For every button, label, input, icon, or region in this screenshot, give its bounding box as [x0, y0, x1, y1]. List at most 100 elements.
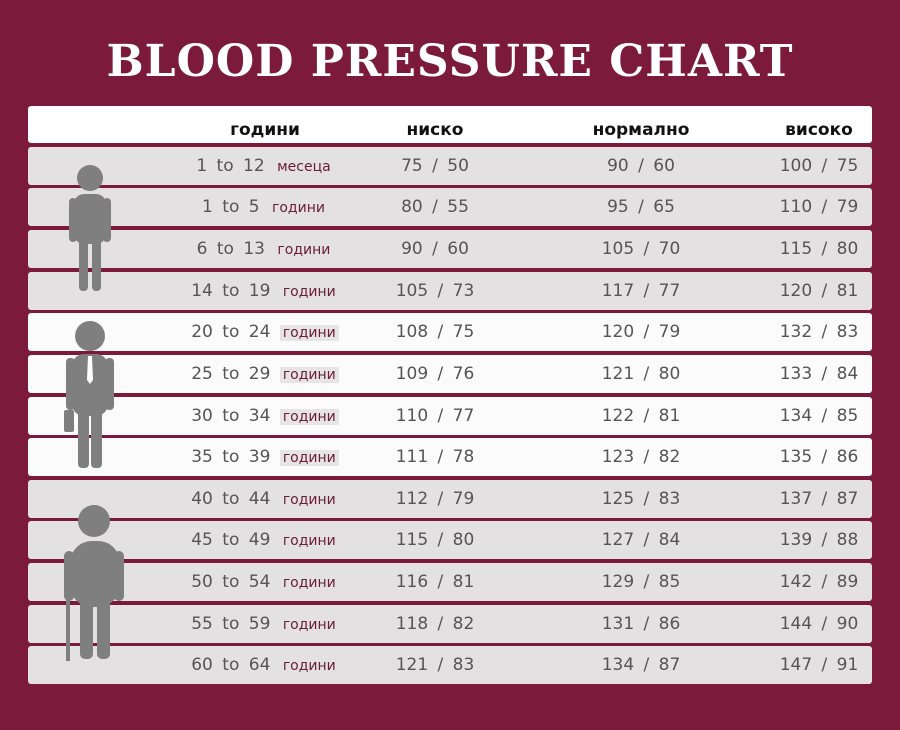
- age-range: 14 to 19 години: [155, 272, 375, 310]
- table-row: 35 to 39 години 111 / 78 123 / 82 135 / …: [28, 438, 872, 476]
- table-row: 1 to 12 месеца 75 / 50 90 / 60 100 / 75: [28, 147, 872, 185]
- age-range: 45 to 49 години: [155, 521, 375, 559]
- table-header: години ниско нормално високо: [28, 106, 872, 143]
- age-connector: to: [222, 530, 240, 550]
- age-connector: to: [216, 156, 234, 176]
- age-to: 49: [248, 530, 271, 550]
- age-connector: to: [222, 447, 240, 467]
- age-to: 39: [248, 447, 271, 467]
- table-row: 45 to 49 години 115 / 80 127 / 84 139 / …: [28, 521, 872, 559]
- normal-value: 95 / 65: [607, 197, 675, 217]
- high-value: 134 / 85: [779, 406, 859, 426]
- age-unit: години: [272, 200, 325, 216]
- age-from: 45: [191, 530, 213, 550]
- age-range: 25 to 29 години: [155, 355, 375, 393]
- table-row: 60 to 64 години 121 / 83 134 / 87 147 / …: [28, 646, 872, 684]
- age-to: 64: [248, 655, 271, 675]
- header-low: ниско: [406, 120, 464, 140]
- age-to: 24: [248, 322, 271, 342]
- normal-value: 131 / 86: [601, 614, 681, 634]
- normal-value: 127 / 84: [601, 530, 681, 550]
- age-unit: години: [277, 242, 331, 258]
- table-row: 30 to 34 години 110 / 77 122 / 81 134 / …: [28, 397, 872, 435]
- age-unit: години: [279, 450, 339, 466]
- high-value: 144 / 90: [779, 614, 859, 634]
- age-range: 1 to 12 месеца: [155, 147, 375, 185]
- age-from: 14: [191, 281, 213, 301]
- age-range: 30 to 34 години: [155, 397, 375, 435]
- header-normal: нормално: [592, 120, 690, 140]
- age-unit: месеца: [277, 159, 331, 175]
- low-value: 121 / 83: [395, 655, 475, 675]
- age-unit: години: [282, 658, 336, 674]
- age-to: 54: [248, 572, 271, 592]
- age-connector: to: [222, 572, 240, 592]
- age-to: 34: [248, 406, 271, 426]
- age-from: 30: [191, 406, 213, 426]
- high-value: 132 / 83: [779, 322, 859, 342]
- age-from: 1: [196, 156, 208, 176]
- high-value: 137 / 87: [779, 489, 859, 509]
- age-unit: години: [279, 325, 339, 341]
- table-row: 25 to 29 години 109 / 76 121 / 80 133 / …: [28, 355, 872, 393]
- low-value: 108 / 75: [395, 322, 475, 342]
- page-title: BLOOD PRESSURE CHART: [106, 36, 794, 87]
- high-value: 115 / 80: [779, 239, 859, 259]
- high-value: 100 / 75: [779, 156, 859, 176]
- high-value: 110 / 79: [779, 197, 859, 217]
- age-from: 20: [191, 322, 213, 342]
- elderly-cane-figure-icon: [64, 505, 124, 661]
- low-value: 115 / 80: [395, 530, 475, 550]
- normal-value: 125 / 83: [601, 489, 681, 509]
- age-to: 5: [248, 197, 260, 217]
- table-row: 55 to 59 години 118 / 82 131 / 86 144 / …: [28, 605, 872, 643]
- table-row: 50 to 54 години 116 / 81 129 / 85 142 / …: [28, 563, 872, 601]
- age-connector: to: [222, 364, 240, 384]
- low-value: 111 / 78: [395, 447, 475, 467]
- age-unit: години: [282, 575, 336, 591]
- low-value: 90 / 60: [401, 239, 469, 259]
- age-range: 20 to 24 години: [155, 313, 375, 351]
- age-to: 59: [248, 614, 271, 634]
- low-value: 110 / 77: [395, 406, 475, 426]
- age-from: 25: [191, 364, 213, 384]
- header-high: високо: [785, 120, 853, 140]
- low-value: 118 / 82: [395, 614, 475, 634]
- normal-value: 123 / 82: [601, 447, 681, 467]
- age-range: 6 to 13 години: [155, 230, 375, 268]
- normal-value: 129 / 85: [601, 572, 681, 592]
- age-from: 50: [191, 572, 213, 592]
- age-connector: to: [222, 197, 240, 217]
- high-value: 142 / 89: [779, 572, 859, 592]
- normal-value: 121 / 80: [601, 364, 681, 384]
- age-from: 6: [196, 239, 208, 259]
- age-connector: to: [222, 281, 240, 301]
- age-from: 55: [191, 614, 213, 634]
- age-connector: to: [222, 614, 240, 634]
- normal-value: 105 / 70: [601, 239, 681, 259]
- adult-businessman-figure-icon: [64, 321, 114, 468]
- high-value: 135 / 86: [779, 447, 859, 467]
- age-from: 40: [191, 489, 213, 509]
- child-figure-icon: [69, 165, 111, 291]
- age-range: 1 to 5 години: [155, 188, 375, 226]
- low-value: 80 / 55: [401, 197, 469, 217]
- age-connector: to: [222, 489, 240, 509]
- table-row: 1 to 5 години 80 / 55 95 / 65 110 / 79: [28, 188, 872, 226]
- age-unit: години: [279, 409, 339, 425]
- low-value: 75 / 50: [401, 156, 469, 176]
- age-unit: години: [282, 533, 336, 549]
- age-range: 40 to 44 години: [155, 480, 375, 518]
- age-unit: години: [279, 367, 339, 383]
- normal-value: 90 / 60: [607, 156, 675, 176]
- low-value: 105 / 73: [395, 281, 475, 301]
- age-unit: години: [282, 617, 336, 633]
- age-to: 12: [243, 156, 265, 176]
- low-value: 112 / 79: [395, 489, 475, 509]
- table-row: 6 to 13 години 90 / 60 105 / 70 115 / 80: [28, 230, 872, 268]
- table-row: 40 to 44 години 112 / 79 125 / 83 137 / …: [28, 480, 872, 518]
- high-value: 133 / 84: [779, 364, 859, 384]
- normal-value: 122 / 81: [601, 406, 681, 426]
- header-age: години: [230, 120, 300, 140]
- age-range: 60 to 64 години: [155, 646, 375, 684]
